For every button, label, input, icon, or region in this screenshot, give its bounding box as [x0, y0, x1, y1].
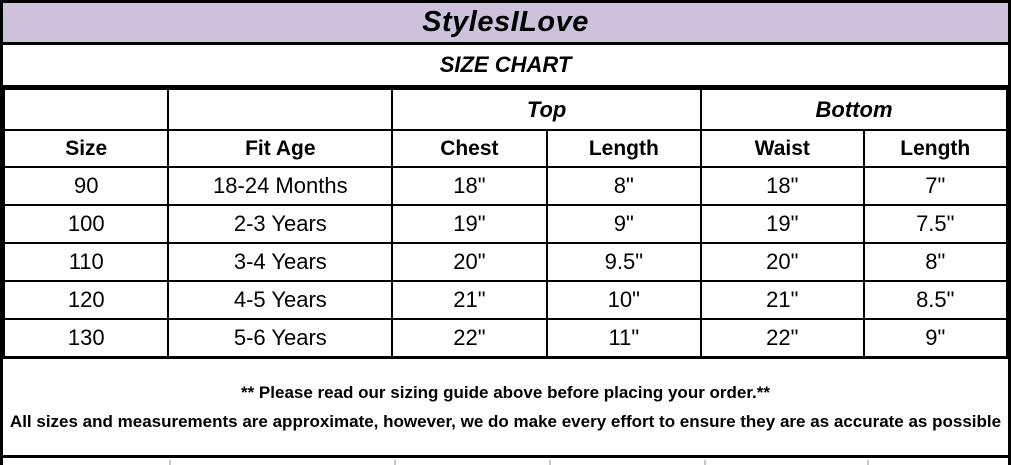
- top-length-cell: 10": [545, 280, 703, 320]
- size-cell: 90: [3, 166, 170, 206]
- table-row-120: 120 4-5 Years 21" 10" 21" 8.5": [3, 280, 1008, 320]
- brand-header-bar: StylesILove: [3, 0, 1008, 45]
- column-divider-mark: [394, 460, 396, 465]
- top-length-cell: 9": [545, 204, 703, 244]
- chart-title: SIZE CHART: [439, 52, 572, 77]
- column-divider-mark: [704, 460, 706, 465]
- bottom-length-cell: 8": [862, 242, 1008, 282]
- footer-notes: ** Please read our sizing guide above be…: [3, 358, 1008, 455]
- size-cell: 120: [3, 280, 170, 320]
- fit-age-cell: 3-4 Years: [167, 242, 394, 282]
- fit-age-cell: 4-5 Years: [167, 280, 394, 320]
- empty-cell: [167, 88, 394, 131]
- waist-cell: 21": [700, 280, 865, 320]
- table-row-90: 90 18-24 Months 18" 8" 18" 7": [3, 166, 1008, 206]
- table-row-110: 110 3-4 Years 20" 9.5" 20" 8": [3, 242, 1008, 282]
- chart-title-bar: SIZE CHART: [3, 45, 1008, 88]
- size-cell: 100: [3, 204, 170, 244]
- bottom-length-cell: 7": [862, 166, 1008, 206]
- column-divider-mark: [867, 460, 869, 465]
- group-header-top: Top: [391, 88, 703, 131]
- footer-note-accuracy: All sizes and measurements are approxima…: [9, 411, 1002, 431]
- table-row-100: 100 2-3 Years 19" 9" 19" 7.5": [3, 204, 1008, 244]
- waist-cell: 18": [700, 166, 865, 206]
- waist-cell: 19": [700, 204, 865, 244]
- column-header-fit-age: Fit Age: [167, 129, 394, 168]
- fit-age-cell: 2-3 Years: [167, 204, 394, 244]
- footer-note-sizing-guide: ** Please read our sizing guide above be…: [240, 382, 771, 402]
- top-length-cell: 11": [545, 318, 703, 358]
- top-length-cell: 8": [545, 166, 703, 206]
- fit-age-cell: 5-6 Years: [167, 318, 394, 358]
- column-divider-mark: [169, 460, 171, 465]
- column-header-bottom-length: Length: [862, 129, 1008, 168]
- size-table: Top Bottom Size Fit Age Chest Length Wai…: [3, 88, 1008, 358]
- size-cell: 110: [3, 242, 170, 282]
- group-header-bottom: Bottom: [700, 88, 1008, 131]
- top-length-cell: 9.5": [545, 242, 703, 282]
- chest-cell: 20": [391, 242, 548, 282]
- chest-cell: 18": [391, 166, 548, 206]
- waist-cell: 20": [700, 242, 865, 282]
- column-header-row: Size Fit Age Chest Length Waist Length: [3, 129, 1008, 168]
- column-header-chest: Chest: [391, 129, 548, 168]
- table-row-130: 130 5-6 Years 22" 11" 22" 9": [3, 318, 1008, 358]
- column-header-size: Size: [3, 129, 170, 168]
- bottom-length-cell: 8.5": [862, 280, 1008, 320]
- group-header-row: Top Bottom: [3, 88, 1008, 131]
- chest-cell: 21": [391, 280, 548, 320]
- waist-cell: 22": [700, 318, 865, 358]
- cutoff-next-row-strip: [3, 455, 1008, 465]
- column-header-waist: Waist: [700, 129, 865, 168]
- fit-age-cell: 18-24 Months: [167, 166, 394, 206]
- column-header-top-length: Length: [545, 129, 703, 168]
- chest-cell: 22": [391, 318, 548, 358]
- chest-cell: 19": [391, 204, 548, 244]
- bottom-length-cell: 9": [862, 318, 1008, 358]
- empty-cell: [3, 88, 170, 131]
- size-cell: 130: [3, 318, 170, 358]
- brand-title: StylesILove: [422, 6, 589, 38]
- bottom-length-cell: 7.5": [862, 204, 1008, 244]
- column-divider-mark: [549, 460, 551, 465]
